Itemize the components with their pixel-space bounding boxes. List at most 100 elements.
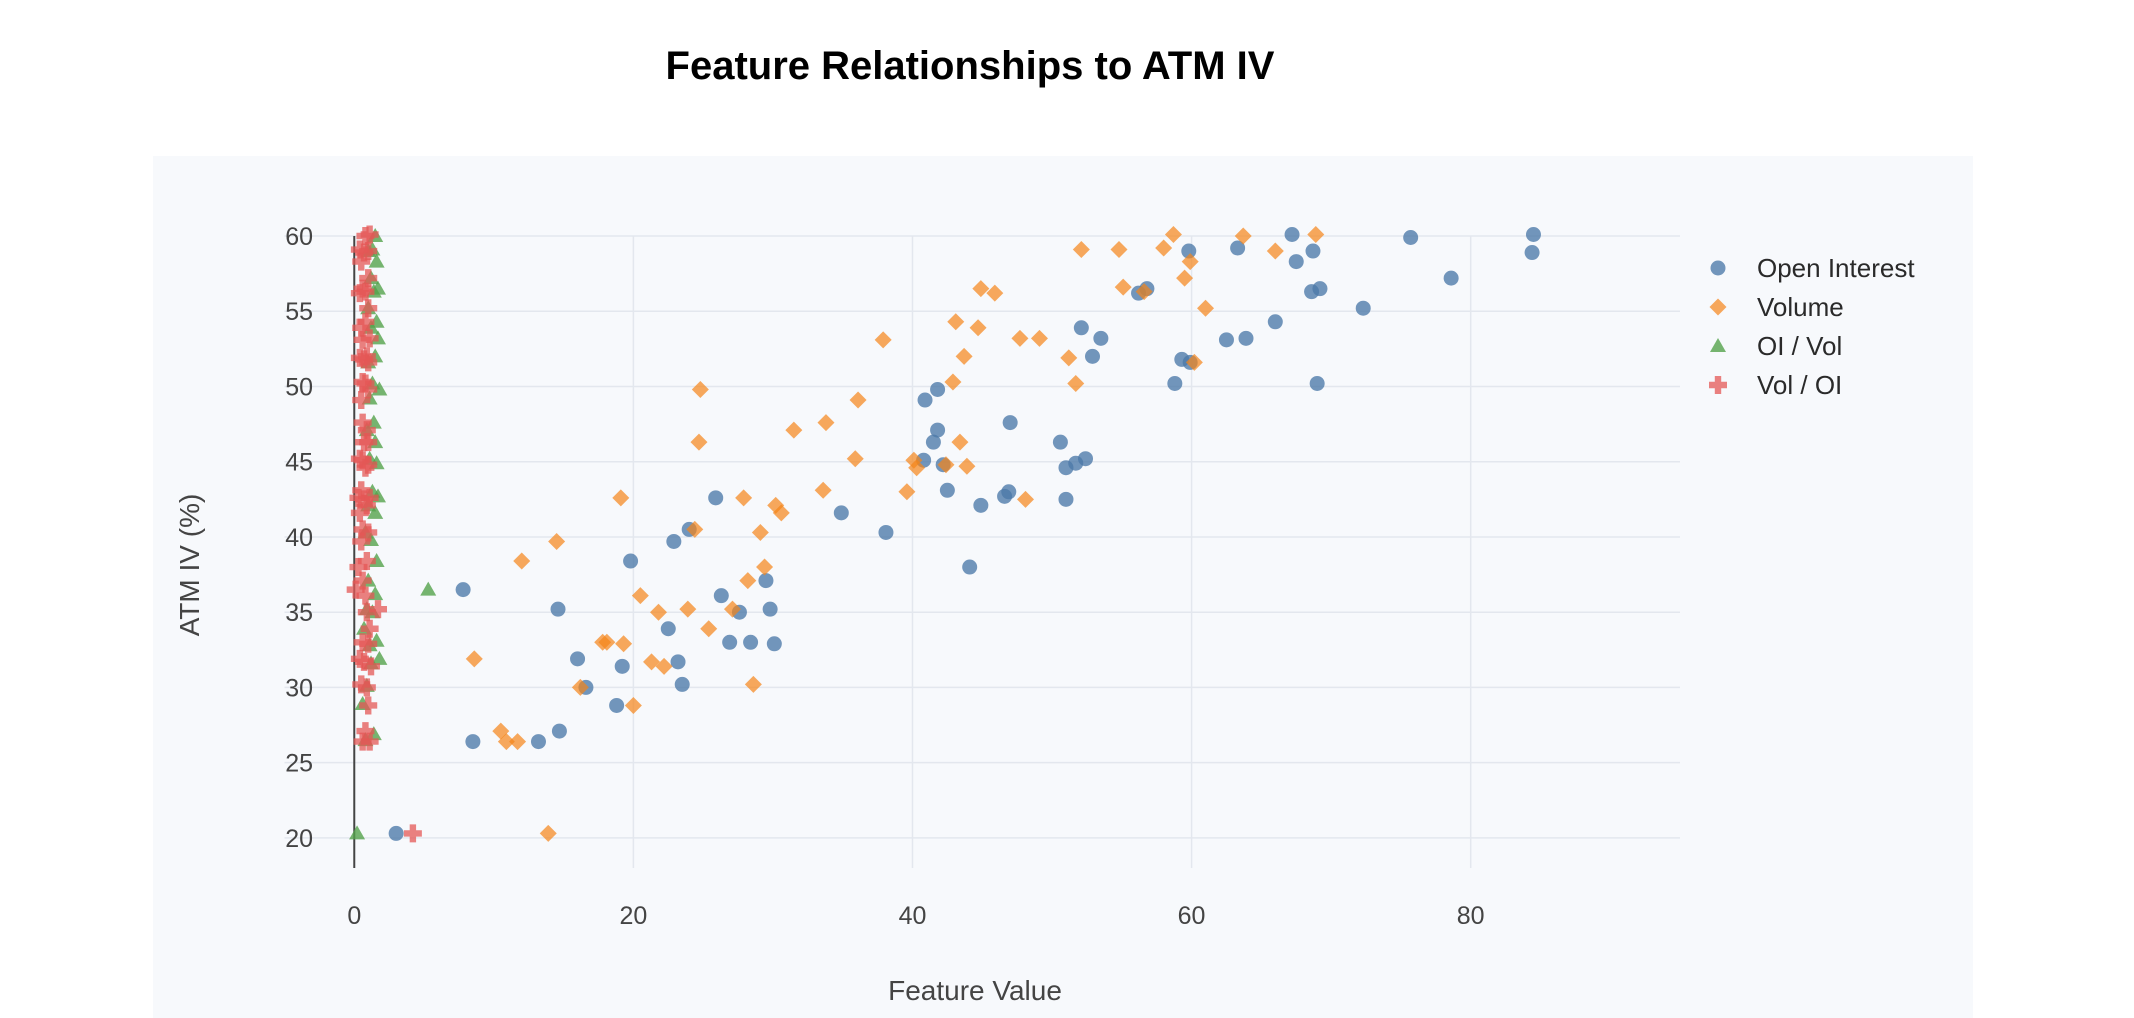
data-point [356, 722, 375, 741]
data-point [352, 318, 371, 337]
data-point [368, 600, 387, 619]
data-point [874, 331, 892, 349]
data-point [350, 649, 369, 668]
data-point [465, 650, 483, 668]
data-point [598, 633, 616, 651]
data-point [814, 481, 832, 499]
data-point [353, 279, 372, 298]
legend-label: Vol / OI [1757, 370, 1842, 400]
data-point [455, 582, 471, 598]
data-point [1067, 374, 1085, 392]
data-point [550, 601, 566, 617]
data-point [1267, 314, 1283, 330]
data-point [1030, 329, 1048, 347]
data-point [1305, 243, 1321, 259]
data-point [1176, 269, 1194, 287]
data-point [359, 696, 378, 715]
data-point [371, 650, 388, 665]
data-point [690, 433, 708, 451]
data-point [930, 381, 946, 397]
data-point [772, 504, 790, 522]
data-point [739, 572, 757, 590]
data-point [497, 733, 515, 751]
data-point [1266, 242, 1284, 260]
data-point [420, 581, 437, 596]
data-point [353, 633, 372, 652]
data-point [655, 657, 673, 675]
data-point [349, 558, 368, 577]
legend-item[interactable]: Open Interest [1710, 253, 1916, 283]
legend-item[interactable]: Volume [1709, 292, 1844, 322]
data-point [1078, 451, 1094, 467]
data-point [674, 676, 690, 692]
y-tick-label: 60 [285, 223, 313, 251]
data-point [356, 586, 375, 605]
data-point [1185, 353, 1203, 371]
y-axis-ticks: 20 25 30 35 40 45 50 55 60 [285, 223, 313, 853]
data-point [1058, 491, 1074, 507]
y-tick-label: 50 [285, 373, 313, 401]
data-point [670, 654, 686, 670]
x-axis-ticks: 0 20 40 60 80 [347, 902, 1484, 930]
data-point [930, 422, 946, 438]
series-volume [465, 225, 1325, 842]
data-point [1060, 349, 1078, 367]
data-point [360, 732, 379, 751]
data-point [944, 373, 962, 391]
data-point [624, 696, 642, 714]
data-point [388, 825, 404, 841]
data-point [908, 459, 926, 477]
data-point [360, 488, 379, 507]
data-point [1309, 375, 1325, 391]
data-point [609, 697, 625, 713]
data-point [367, 504, 384, 519]
grid-lines [284, 235, 1680, 868]
data-marks [346, 225, 1541, 843]
data-point [1403, 230, 1419, 246]
data-point [548, 532, 566, 550]
data-point [762, 601, 778, 617]
data-point [353, 413, 372, 432]
data-point [571, 678, 589, 696]
data-point [962, 559, 978, 575]
data-point [1443, 270, 1459, 286]
data-point [357, 603, 376, 622]
data-point [353, 520, 372, 539]
data-point [350, 449, 369, 468]
data-point [360, 225, 379, 244]
data-point [356, 312, 375, 331]
data-point [666, 533, 682, 549]
data-point [403, 824, 422, 843]
data-point [1164, 225, 1182, 243]
y-tick-label: 30 [285, 674, 313, 702]
data-point [849, 391, 867, 409]
y-tick-label: 25 [285, 750, 313, 778]
data-point [643, 653, 661, 671]
x-tick-label: 80 [1457, 902, 1485, 930]
data-point [1110, 241, 1128, 259]
legend-label: Open Interest [1757, 253, 1915, 283]
legend-label: Volume [1757, 292, 1844, 322]
x-tick-label: 20 [619, 902, 647, 930]
data-point [362, 657, 381, 676]
data-point [360, 619, 379, 638]
data-point [1524, 245, 1540, 261]
legend-marker [1710, 338, 1726, 352]
data-point [357, 552, 376, 571]
legend-item[interactable]: OI / Vol [1710, 331, 1842, 361]
x-tick-label: 60 [1178, 902, 1206, 930]
data-point [352, 252, 371, 271]
data-point [878, 524, 894, 540]
data-point [898, 483, 916, 501]
data-point [713, 588, 729, 604]
data-point [660, 621, 676, 637]
series-open-interest [388, 226, 1541, 841]
data-point [530, 734, 546, 750]
data-point [1284, 226, 1300, 242]
legend-item[interactable]: Vol / OI [1709, 370, 1842, 400]
x-tick-label: 40 [899, 902, 927, 930]
data-point [509, 733, 527, 751]
legend-label: OI / Vol [1757, 331, 1842, 361]
data-point [539, 824, 557, 842]
